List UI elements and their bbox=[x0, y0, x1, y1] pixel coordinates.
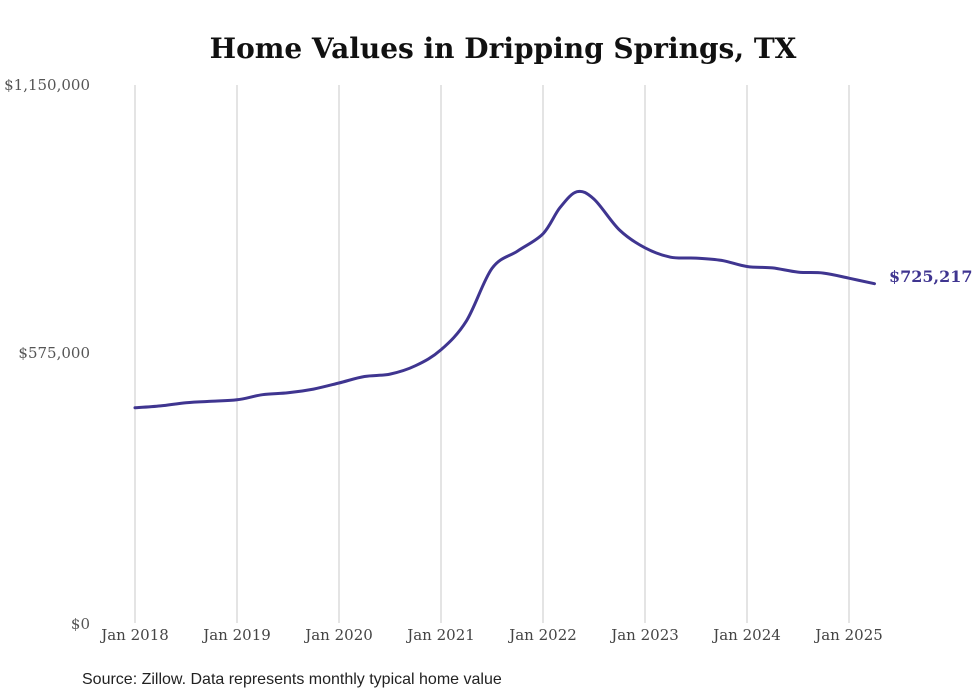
end-value-label: $725,217 bbox=[889, 267, 973, 286]
data-point bbox=[746, 265, 749, 268]
data-point bbox=[593, 198, 596, 201]
chart-title: Home Values in Dripping Springs, TX bbox=[210, 32, 797, 65]
y-tick-label-mid: $575,000 bbox=[18, 344, 90, 362]
data-point bbox=[618, 229, 621, 232]
data-point bbox=[720, 259, 723, 262]
x-tick-label: Jan 2024 bbox=[711, 626, 781, 644]
data-point bbox=[771, 266, 774, 269]
data-point bbox=[389, 373, 392, 376]
x-tick-label: Jan 2022 bbox=[507, 626, 577, 644]
x-tick-label: Jan 2019 bbox=[201, 626, 271, 644]
series-points bbox=[134, 190, 877, 409]
data-point bbox=[644, 246, 647, 249]
y-tick-label-zero: $0 bbox=[71, 615, 90, 633]
home-value-series-line bbox=[133, 189, 876, 410]
data-point bbox=[159, 404, 162, 407]
source-note: Source: Zillow. Data represents monthly … bbox=[82, 671, 502, 688]
data-point bbox=[261, 393, 264, 396]
data-point bbox=[542, 232, 545, 235]
data-point bbox=[210, 400, 213, 403]
data-point bbox=[848, 277, 851, 280]
data-point bbox=[338, 382, 341, 385]
data-point bbox=[516, 250, 519, 253]
data-point bbox=[873, 282, 876, 285]
data-point bbox=[669, 256, 672, 259]
data-point bbox=[363, 375, 366, 378]
y-tick-label-max: $1,150,000 bbox=[4, 76, 90, 94]
data-point bbox=[465, 319, 468, 322]
data-point bbox=[559, 206, 562, 209]
data-point bbox=[797, 271, 800, 274]
x-axis-tick-labels: Jan 2018 Jan 2019 Jan 2020 Jan 2021 Jan … bbox=[99, 626, 883, 644]
gridlines bbox=[134, 85, 850, 623]
data-point bbox=[312, 388, 315, 391]
data-point bbox=[491, 267, 494, 270]
x-tick-label: Jan 2021 bbox=[405, 626, 475, 644]
data-point bbox=[236, 398, 239, 401]
data-point bbox=[134, 406, 137, 409]
data-point bbox=[414, 364, 417, 367]
data-point bbox=[287, 391, 290, 394]
x-tick-label: Jan 2023 bbox=[609, 626, 679, 644]
x-tick-label: Jan 2018 bbox=[99, 626, 169, 644]
data-point bbox=[576, 190, 579, 193]
data-point bbox=[440, 348, 443, 351]
data-point bbox=[695, 257, 698, 260]
data-point bbox=[185, 401, 188, 404]
data-point bbox=[822, 272, 825, 275]
x-tick-label: Jan 2025 bbox=[813, 626, 883, 644]
x-tick-label: Jan 2020 bbox=[303, 626, 373, 644]
